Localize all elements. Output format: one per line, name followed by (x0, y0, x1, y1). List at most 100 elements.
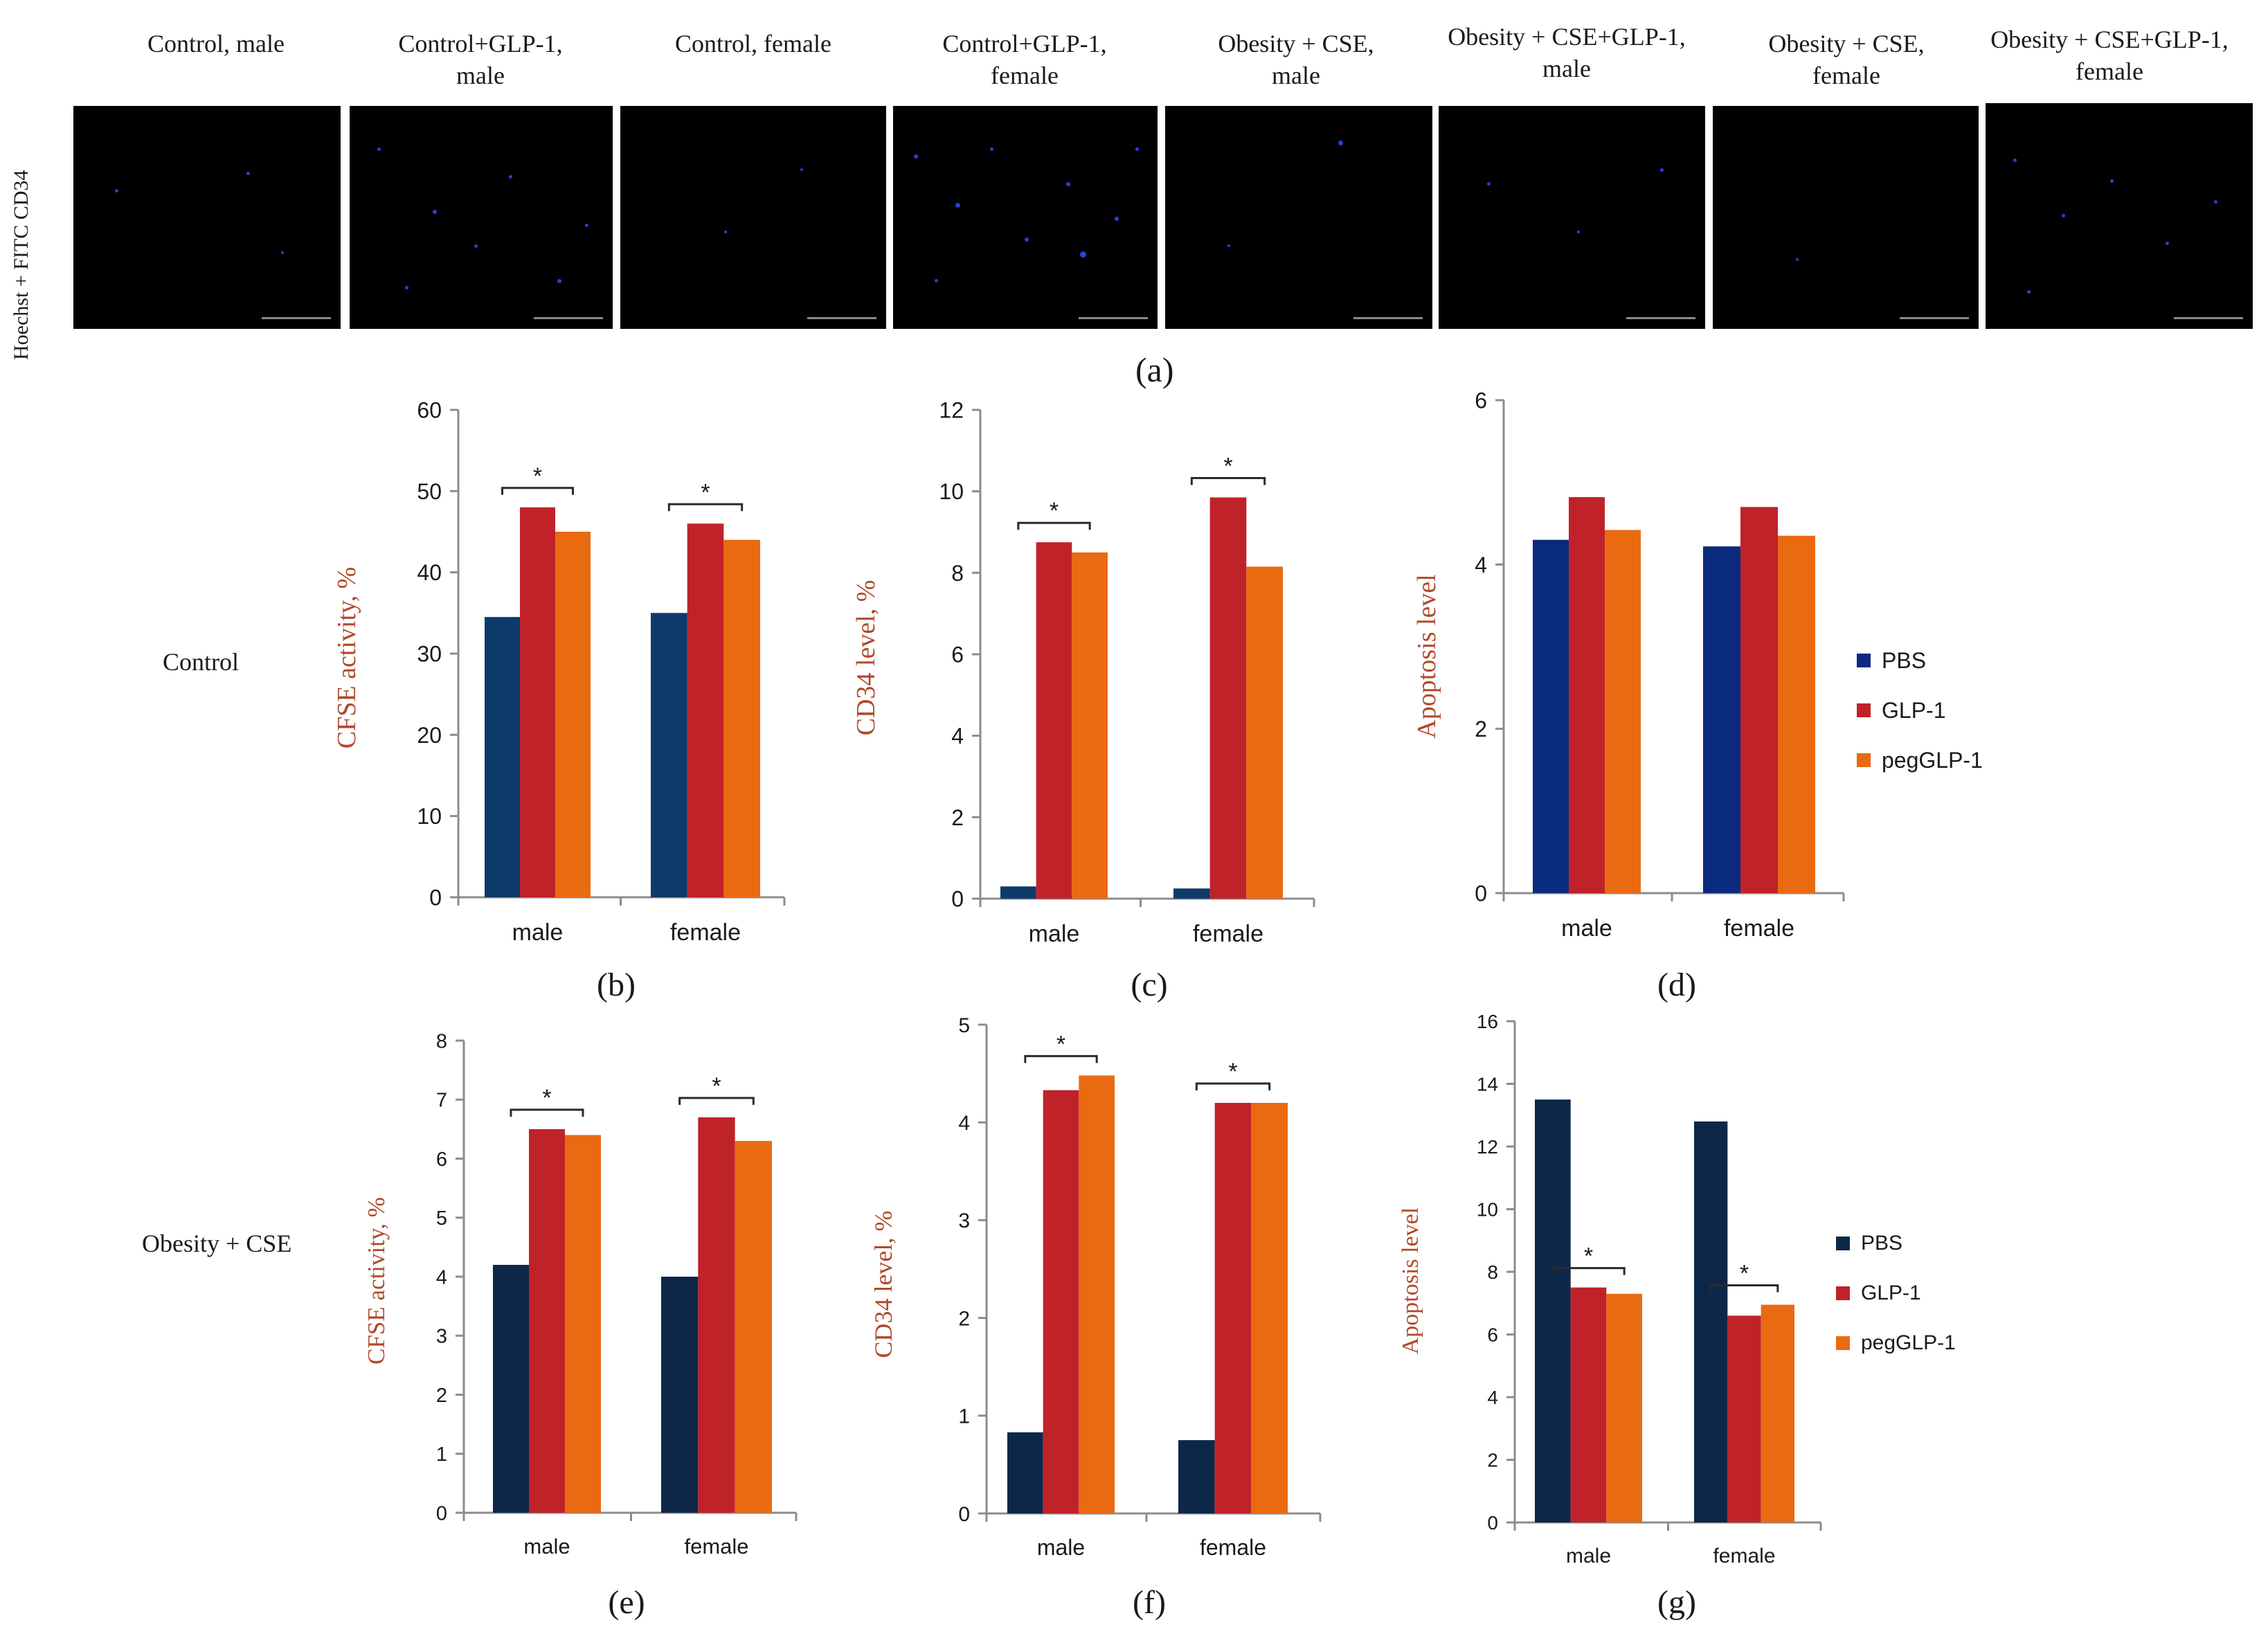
bar-pbs-male (1000, 886, 1036, 899)
y-tick-label: 6 (1475, 388, 1487, 413)
bar-glp1-female (1727, 1315, 1761, 1522)
y-tick-label: 2 (958, 1307, 970, 1330)
bar-pegglp1-female (723, 539, 760, 897)
x-tick-label: male (512, 919, 564, 946)
scale-bar (807, 317, 876, 319)
y-tick-label: 5 (436, 1207, 447, 1230)
y-tick-label: 0 (1487, 1512, 1498, 1534)
bar-pbs-male (1533, 539, 1569, 893)
y-tick-label: 1 (958, 1405, 970, 1428)
micrograph-image-4 (893, 106, 1158, 329)
panel-letter-a: (a) (1135, 350, 1174, 389)
y-tick-label: 4 (1475, 552, 1487, 577)
significance-star: * (1584, 1243, 1593, 1270)
significance-star: * (1056, 1031, 1065, 1057)
significance-star: * (542, 1085, 551, 1111)
y-tick-label: 30 (417, 642, 442, 667)
y-tick-label: 12 (1477, 1136, 1498, 1158)
bar-glp1-male (529, 1129, 565, 1513)
bar-pbs-male (485, 617, 520, 897)
x-tick-label: male (1566, 1545, 1611, 1567)
micrograph-label-7: Obesity + CSE, female (1768, 30, 1925, 89)
bar-pbs-male (1007, 1432, 1043, 1513)
y-tick-label: 0 (958, 1503, 970, 1526)
y-tick-label: 2 (1487, 1450, 1498, 1471)
bar-glp1-female (1740, 507, 1778, 893)
legend-top: PBS GLP-1 pegGLP-1 (1857, 636, 1983, 785)
bar-glp1-female (1214, 1102, 1252, 1513)
chart-c: 0 2 4 6 8 10 12 male * female * CD34 level, % (c) (852, 398, 1315, 1003)
y-tick-label: 3 (958, 1210, 970, 1232)
y-tick-label: 2 (1475, 717, 1487, 741)
x-tick-label: male (523, 1534, 570, 1558)
y-tick-label: 60 (417, 398, 442, 423)
bar-pbs-male (1535, 1099, 1571, 1522)
bar-glp1-female (687, 523, 724, 897)
y-tick-label: 1 (436, 1444, 447, 1466)
x-tick-label: female (1724, 915, 1794, 942)
bar-pegglp1-male (1606, 1293, 1642, 1522)
y-axis-label: CFSE activity, % (363, 1197, 390, 1365)
y-tick-label: 10 (1477, 1199, 1498, 1221)
bar-glp1-male (1043, 1090, 1079, 1513)
significance-star: * (712, 1073, 721, 1099)
x-tick-label: female (670, 919, 741, 946)
bar-glp1-male (520, 507, 555, 897)
bar-pbs-female (1173, 888, 1210, 899)
significance-star: * (1740, 1261, 1749, 1287)
bar-glp1-male (1036, 542, 1072, 899)
y-tick-label: 6 (436, 1149, 447, 1171)
y-tick-label: 4 (436, 1266, 447, 1288)
bar-pegglp1-female (1246, 566, 1283, 899)
micrograph-image-8 (1986, 103, 2253, 329)
legend-swatch-pegglp1 (1857, 753, 1871, 767)
significance-star: * (701, 479, 710, 505)
legend-swatch-pbs (1857, 654, 1871, 667)
y-axis-label: CD34 level, % (870, 1211, 897, 1358)
micrograph-label-8: Obesity + CSE+GLP-1, female (1990, 26, 2229, 85)
significance-bracket (1709, 1284, 1779, 1293)
legend-swatch-pbs (1836, 1237, 1850, 1250)
bar-glp1-female (1209, 497, 1247, 899)
x-tick-label: female (1200, 1535, 1266, 1560)
y-tick-label: 6 (1487, 1324, 1498, 1346)
panel-letter-b: (b) (597, 967, 636, 1003)
y-tick-label: 0 (1475, 881, 1487, 906)
x-tick-label: male (1029, 921, 1080, 947)
significance-star: * (1228, 1059, 1237, 1085)
scale-bar (2174, 317, 2243, 319)
legend-item-glp1: GLP-1 (1836, 1268, 1956, 1318)
scale-bar (1626, 317, 1695, 319)
bar-pegglp1-male (565, 1135, 601, 1513)
y-tick-label: 4 (951, 723, 964, 748)
bar-pegglp1-male (555, 532, 591, 897)
chart-b: 0 10 20 30 40 50 60 male * female * CFSE activity, … (332, 398, 786, 1003)
y-tick-label: 0 (436, 1502, 447, 1525)
y-tick-label: 4 (1487, 1387, 1498, 1408)
significance-bracket (1190, 476, 1266, 485)
scale-bar (1900, 317, 1969, 319)
panel-letter-f: (f) (1133, 1584, 1166, 1621)
x-tick-label: male (1561, 915, 1612, 942)
y-axis-label: Apoptosis level (1398, 1207, 1423, 1354)
bar-pbs-female (651, 613, 687, 897)
micrograph-image-6 (1439, 106, 1705, 329)
scale-bar (534, 317, 603, 319)
y-tick-label: 8 (951, 561, 964, 586)
bar-pegglp1-female (1251, 1102, 1288, 1513)
legend-swatch-glp1 (1836, 1286, 1850, 1300)
bar-pbs-female (1703, 546, 1740, 893)
x-tick-label: male (1037, 1535, 1085, 1560)
panel-letter-d: (d) (1657, 967, 1696, 1003)
bar-glp1-male (1569, 497, 1605, 893)
chart-d: 0 2 4 6 male female Apoptosis level (d) (1412, 388, 1845, 1003)
micrograph-label-2: Control+GLP-1, male (398, 30, 563, 89)
significance-star: * (533, 463, 542, 489)
bar-pegglp1-female (735, 1140, 772, 1513)
legend-swatch-pegglp1 (1836, 1336, 1850, 1350)
micrograph-image-1 (73, 106, 341, 329)
x-tick-label: female (1193, 921, 1263, 947)
micrograph-image-5 (1165, 106, 1432, 329)
y-tick-label: 14 (1477, 1074, 1498, 1095)
